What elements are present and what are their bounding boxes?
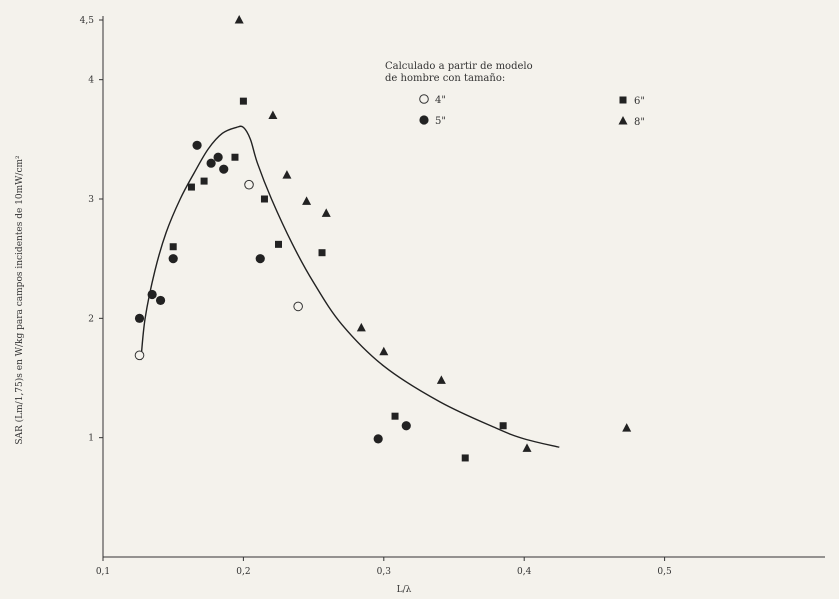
data-point bbox=[219, 164, 229, 174]
data-point bbox=[206, 158, 216, 168]
data-point bbox=[293, 301, 303, 312]
data-point bbox=[436, 375, 446, 384]
data-point bbox=[213, 152, 223, 162]
data-point bbox=[318, 249, 326, 257]
data-point bbox=[275, 240, 282, 248]
data-point bbox=[134, 313, 145, 323]
legend-marker bbox=[618, 116, 628, 125]
legend-marker bbox=[419, 115, 429, 125]
data-point bbox=[239, 97, 247, 105]
legend-entry-label: 4" bbox=[435, 95, 446, 106]
fit-curve-layer bbox=[140, 125, 560, 448]
x-tick-label: 0,5 bbox=[657, 567, 672, 577]
data-point bbox=[401, 421, 411, 431]
axes: 0,1 0,2 0,3 0,4 0,5 1 2 3 4 4,5 bbox=[80, 16, 825, 577]
data-point bbox=[231, 153, 239, 161]
y-tick-label: 3 bbox=[88, 195, 94, 205]
data-point bbox=[379, 346, 389, 356]
data-point bbox=[260, 195, 268, 203]
legend-title-line: de hombre con tamaño: bbox=[385, 73, 505, 84]
y-tick-label: 1 bbox=[88, 434, 94, 444]
data-point bbox=[499, 422, 507, 430]
data-point bbox=[187, 183, 195, 191]
series-2 bbox=[134, 140, 411, 444]
y-tick-label: 2 bbox=[88, 314, 94, 324]
data-point bbox=[373, 434, 383, 444]
y-tick-label: 4,5 bbox=[80, 16, 95, 26]
data-point bbox=[321, 208, 331, 217]
fit-curve bbox=[140, 125, 560, 448]
data-point bbox=[134, 350, 145, 361]
x-tick-label: 0,3 bbox=[377, 567, 392, 577]
legend-entry-label: 6" bbox=[634, 96, 645, 107]
series-4 bbox=[234, 15, 632, 452]
data-point bbox=[391, 412, 399, 420]
data-points-layer bbox=[134, 15, 632, 462]
data-point bbox=[356, 322, 366, 332]
data-point bbox=[461, 454, 469, 462]
y-tick-label: 4 bbox=[88, 76, 94, 86]
data-point bbox=[200, 177, 208, 185]
data-point bbox=[255, 254, 265, 264]
data-point bbox=[282, 170, 292, 179]
legend-entry-label: 8" bbox=[634, 117, 645, 128]
data-point bbox=[147, 289, 157, 300]
data-point bbox=[169, 243, 177, 251]
data-point bbox=[302, 196, 312, 205]
data-point bbox=[622, 423, 632, 432]
x-tick-label: 0,4 bbox=[517, 567, 532, 577]
series-1 bbox=[134, 179, 303, 361]
legend-marker bbox=[619, 96, 627, 104]
legend-entry-label: 5" bbox=[435, 116, 446, 127]
data-point bbox=[522, 443, 532, 452]
x-axis-label: L/λ bbox=[397, 585, 412, 595]
legend-marker bbox=[419, 94, 429, 104]
data-point bbox=[192, 140, 202, 150]
data-point bbox=[155, 295, 166, 306]
data-point bbox=[168, 254, 178, 264]
data-point bbox=[234, 15, 244, 24]
data-point bbox=[268, 110, 278, 119]
x-tick-label: 0,1 bbox=[96, 567, 110, 577]
x-tick-label: 0,2 bbox=[236, 567, 250, 577]
y-axis-label: SAR (Lm/1,75)s en W/kg para campos incid… bbox=[14, 155, 25, 445]
data-point bbox=[244, 179, 254, 190]
legend-title-line: Calculado a partir de modelo bbox=[385, 61, 533, 72]
series-3 bbox=[169, 97, 507, 462]
